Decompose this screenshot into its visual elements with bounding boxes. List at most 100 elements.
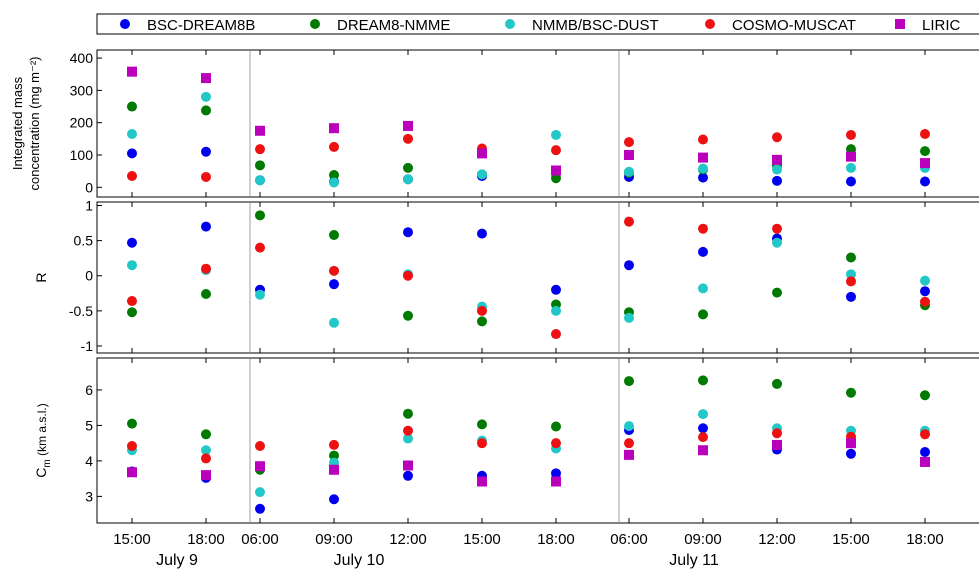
point-R-cosmo-muscat-10 <box>846 276 856 287</box>
ytick-label-cm-0: 3 <box>85 488 93 504</box>
legend-box <box>96 13 979 35</box>
xtick-label-11: 18:00 <box>906 531 944 548</box>
point-cm-bsc-dream8b-6 <box>551 468 561 479</box>
point-mass-dream8-nmme-2 <box>255 160 265 171</box>
point-mass-cosmo-muscat-11 <box>920 129 930 139</box>
point-cm-liric-1 <box>201 470 211 481</box>
chart-panels: 0 100 200 300 400 Integrated mass concentratio… <box>10 49 979 524</box>
ytick-label-R-2: 0 <box>85 268 93 284</box>
point-cm-nmmb-bsc-dust-2 <box>255 487 265 498</box>
point-R-bsc-dream8b-0 <box>127 237 137 248</box>
point-R-dream8-nmme-10 <box>846 252 856 263</box>
point-mass-bsc-dream8b-11 <box>920 176 930 187</box>
point-cm-bsc-dream8b-10 <box>846 448 856 459</box>
point-mass-liric-3 <box>329 123 339 134</box>
point-R-dream8-nmme-2 <box>255 210 265 221</box>
point-cm-dream8-nmme-3 <box>329 450 339 461</box>
point-cm-dream8-nmme-11 <box>920 390 930 401</box>
point-cm-bsc-dream8b-11 <box>920 447 930 458</box>
ytick-label-R-3: 0.5 <box>74 233 94 249</box>
point-cm-bsc-dream8b-2 <box>255 503 265 514</box>
point-R-bsc-dream8b-6 <box>551 284 561 295</box>
point-R-cosmo-muscat-11 <box>920 296 930 307</box>
legend-marker-cosmo-muscat <box>705 19 715 29</box>
point-mass-liric-0 <box>127 66 137 77</box>
point-mass-nmmb-bsc-dust-9 <box>772 164 782 175</box>
xtick-label-2: 06:00 <box>241 531 279 548</box>
point-cm-liric-9 <box>772 439 782 450</box>
point-cm-cosmo-muscat-5 <box>477 438 487 449</box>
point-R-dream8-nmme-9 <box>772 287 782 298</box>
point-cm-cosmo-muscat-8 <box>698 432 708 443</box>
point-cm-dream8-nmme-5 <box>477 419 487 430</box>
point-R-bsc-dream8b-8 <box>698 246 708 257</box>
point-mass-cosmo-muscat-8 <box>698 134 708 145</box>
ylabel-mass-line-2: concentration (mg m⁻²) <box>27 56 42 190</box>
point-mass-dream8-nmme-3 <box>329 170 339 181</box>
point-mass-cosmo-muscat-3 <box>329 141 339 152</box>
point-mass-nmmb-bsc-dust-0 <box>127 129 137 139</box>
point-mass-liric-1 <box>201 73 211 84</box>
point-mass-cosmo-muscat-10 <box>846 129 856 140</box>
point-cm-liric-4 <box>403 460 413 471</box>
point-R-cosmo-muscat-2 <box>255 242 265 253</box>
day-label-july-10: July 10 <box>334 552 385 569</box>
point-R-cosmo-muscat-5 <box>477 305 487 316</box>
xtick-label-8: 09:00 <box>684 531 722 548</box>
point-R-cosmo-muscat-1 <box>201 263 211 274</box>
point-mass-bsc-dream8b-1 <box>201 146 211 157</box>
point-R-nmmb-bsc-dust-6 <box>551 305 561 316</box>
point-cm-dream8-nmme-10 <box>846 387 856 398</box>
point-cm-liric-10 <box>846 438 856 449</box>
point-mass-cosmo-muscat-6 <box>551 145 561 156</box>
point-R-nmmb-bsc-dust-0 <box>127 260 137 271</box>
ytick-label-mass-4: 400 <box>70 50 94 66</box>
point-R-bsc-dream8b-7 <box>624 260 634 271</box>
point-R-bsc-dream8b-4 <box>403 227 413 238</box>
point-R-cosmo-muscat-9 <box>772 223 782 234</box>
point-R-dream8-nmme-8 <box>698 309 708 320</box>
point-R-nmmb-bsc-dust-9 <box>772 237 782 248</box>
point-mass-liric-11 <box>920 158 930 169</box>
xtick-label-5: 15:00 <box>463 531 501 548</box>
ytick-label-mass-1: 100 <box>70 147 94 163</box>
panel-frame-cm <box>96 357 979 524</box>
point-R-cosmo-muscat-0 <box>127 296 137 307</box>
point-cm-cosmo-muscat-0 <box>127 441 137 451</box>
point-R-nmmb-bsc-dust-7 <box>624 312 634 323</box>
point-R-dream8-nmme-5 <box>477 316 487 327</box>
legend-marker-liric <box>895 19 905 29</box>
point-mass-liric-6 <box>551 165 561 176</box>
legend-entry-dream8-nmme: DREAM8-NMME <box>310 17 450 34</box>
point-R-cosmo-muscat-8 <box>698 223 708 234</box>
point-cm-nmmb-bsc-dust-1 <box>201 445 211 456</box>
point-cm-nmmb-bsc-dust-7 <box>624 421 634 432</box>
point-mass-nmmb-bsc-dust-3 <box>329 177 339 188</box>
point-mass-nmmb-bsc-dust-5 <box>477 169 487 180</box>
xtick-label-10: 15:00 <box>832 531 870 548</box>
point-cm-dream8-nmme-8 <box>698 375 708 386</box>
point-mass-bsc-dream8b-10 <box>846 176 856 187</box>
panel-R: -1 -0.5 0 0.5 1 R <box>33 198 979 354</box>
point-cm-cosmo-muscat-6 <box>551 438 561 449</box>
legend-marker-nmmb-bsc-dust <box>505 19 515 29</box>
point-mass-liric-4 <box>403 120 413 131</box>
point-R-dream8-nmme-0 <box>127 307 137 318</box>
xtick-label-6: 18:00 <box>537 531 575 548</box>
ylabel-R: R <box>33 272 49 282</box>
point-mass-nmmb-bsc-dust-10 <box>846 162 856 173</box>
panel-frame-mass <box>96 49 979 198</box>
point-R-nmmb-bsc-dust-2 <box>255 289 265 300</box>
panel-cm: 3 4 5 6 Cm (km a.s.l.) <box>33 357 979 524</box>
point-cm-nmmb-bsc-dust-8 <box>698 409 708 420</box>
legend-label-nmmb-bsc-dust: NMMB/BSC-DUST <box>532 17 659 34</box>
point-R-nmmb-bsc-dust-3 <box>329 317 339 328</box>
point-R-cosmo-muscat-6 <box>551 329 561 340</box>
point-cm-cosmo-muscat-1 <box>201 453 211 464</box>
ytick-label-R-4: 1 <box>85 198 93 214</box>
point-R-nmmb-bsc-dust-8 <box>698 283 708 294</box>
ytick-label-cm-3: 6 <box>85 382 93 398</box>
legend-entry-cosmo-muscat: COSMO-MUSCAT <box>705 17 856 34</box>
point-R-dream8-nmme-3 <box>329 230 339 241</box>
point-mass-dream8-nmme-1 <box>201 105 211 116</box>
